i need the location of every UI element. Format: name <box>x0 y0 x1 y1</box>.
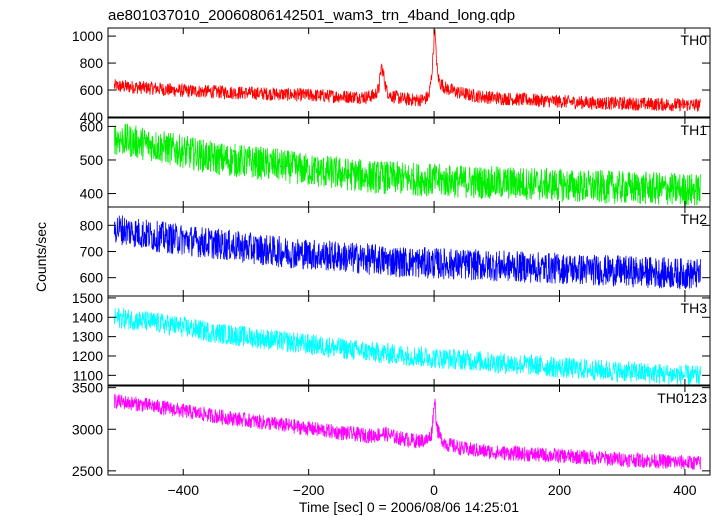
y-tick-label: 3500 <box>72 380 103 396</box>
y-tick-label: 600 <box>80 270 104 286</box>
panel-frame-th0123 <box>107 385 711 476</box>
y-tick-label: 600 <box>80 118 104 134</box>
y-tick-label: 1100 <box>73 367 103 383</box>
series-label-th0123: TH0123 <box>657 390 707 406</box>
x-tick-label: −400 <box>167 482 199 498</box>
y-tick-label: 1000 <box>72 28 103 44</box>
series-label-th3: TH3 <box>681 300 708 316</box>
x-tick-label: 400 <box>673 482 697 498</box>
y-tick-label: 600 <box>80 82 104 98</box>
y-tick-label: 800 <box>80 55 104 71</box>
series-label-th0: TH0 <box>681 32 708 48</box>
y-tick-label: 1400 <box>72 309 103 325</box>
x-tick-label: 200 <box>548 482 572 498</box>
series-line-th1 <box>113 123 701 206</box>
y-tick-label: 400 <box>80 109 104 125</box>
y-tick-label: 1500 <box>72 290 103 306</box>
y-tick-label: 400 <box>80 186 104 202</box>
y-tick-label: 2500 <box>72 463 103 479</box>
y-tick-label: 500 <box>80 152 104 168</box>
y-tick-label: 1200 <box>72 348 103 364</box>
y-tick-label: 3000 <box>72 421 103 437</box>
panel-frame-th0 <box>107 27 711 118</box>
series-line-th0 <box>113 29 701 112</box>
series-line-th2 <box>113 215 701 290</box>
chart-title: ae801037010_20060806142501_wam3_trn_4ban… <box>108 7 515 24</box>
x-tick-label: 0 <box>430 482 438 498</box>
x-tick-label: −200 <box>293 482 325 498</box>
series-label-th1: TH1 <box>681 122 708 138</box>
x-axis-label: Time [sec] 0 = 2006/08/06 14:25:01 <box>299 499 519 515</box>
y-tick-label: 700 <box>80 244 104 260</box>
series-line-th0123 <box>113 393 701 471</box>
series-line-th3 <box>113 307 701 386</box>
series-label-th2: TH2 <box>681 211 708 227</box>
y-axis-label: Counts/sec <box>33 222 49 292</box>
panel-frame-th3 <box>107 295 711 386</box>
y-tick-label: 800 <box>80 217 104 233</box>
y-tick-label: 1300 <box>72 329 103 345</box>
